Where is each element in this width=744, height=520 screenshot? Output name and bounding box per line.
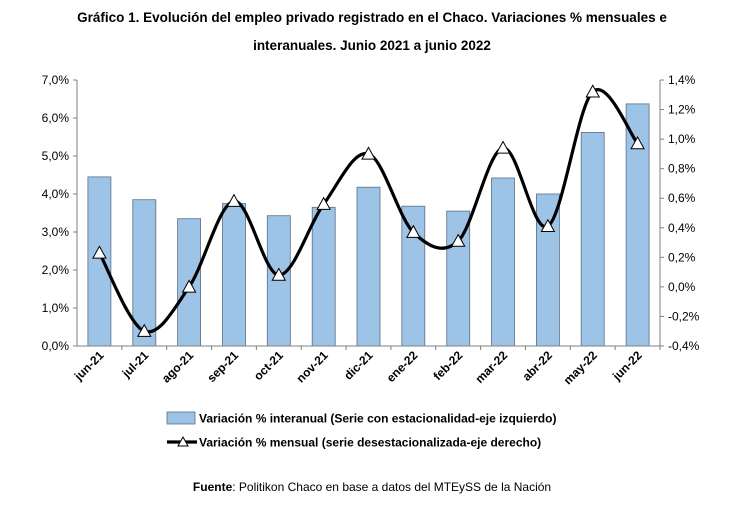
legend-bar-swatch bbox=[166, 411, 196, 425]
left-tick-label: 3,0% bbox=[42, 225, 70, 239]
x-tick-label: ago-21 bbox=[159, 348, 196, 385]
x-tick-label: nov-21 bbox=[294, 348, 331, 385]
x-tick-label: oct-21 bbox=[251, 348, 286, 383]
line-marker-sep-21 bbox=[226, 193, 242, 207]
x-tick-label: jun-22 bbox=[609, 348, 645, 384]
x-tick-label: mar-22 bbox=[472, 348, 510, 386]
x-tick-label: jun-21 bbox=[71, 348, 107, 384]
right-tick-label: -0,2% bbox=[668, 309, 700, 323]
x-tick-label: ene-22 bbox=[384, 348, 421, 385]
line-marker-ene-22 bbox=[405, 224, 421, 238]
line-marker-mar-22 bbox=[495, 140, 511, 154]
right-tick-label: 0,8% bbox=[668, 162, 696, 176]
line-marker-oct-21 bbox=[271, 267, 287, 281]
right-tick-label: 0,6% bbox=[668, 191, 696, 205]
x-tick-label: sep-21 bbox=[204, 348, 241, 385]
bar-nov-21 bbox=[311, 206, 336, 347]
left-tick-label: 5,0% bbox=[42, 149, 70, 163]
source-text: : Politikon Chaco en base a datos del MT… bbox=[232, 480, 552, 494]
line-marker-feb-22 bbox=[450, 233, 466, 247]
right-tick-label: -0,4% bbox=[668, 339, 700, 353]
line-series bbox=[92, 84, 645, 337]
x-tick-label: may-22 bbox=[561, 348, 600, 387]
source-note: Fuente: Politikon Chaco en base a datos … bbox=[0, 480, 744, 494]
line-marker-jun-22 bbox=[630, 136, 645, 150]
line-marker-abr-22 bbox=[540, 218, 556, 232]
bar-may-22 bbox=[580, 131, 605, 347]
source-label: Fuente bbox=[192, 480, 233, 494]
bar-dic-21 bbox=[356, 186, 381, 347]
left-tick-label: 1,0% bbox=[42, 301, 70, 315]
left-tick-label: 7,0% bbox=[42, 73, 70, 87]
chart-title-line-1: Gráfico 1. Evolución del empleo privado … bbox=[77, 10, 667, 25]
right-tick-label: 1,4% bbox=[668, 73, 696, 87]
right-tick-label: 1,2% bbox=[668, 103, 696, 117]
legend-line-label: Variación % mensual (serie desestacional… bbox=[199, 436, 541, 450]
bar-abr-22 bbox=[536, 193, 560, 347]
right-tick-label: 0,0% bbox=[668, 280, 696, 294]
right-tick-label: 0,2% bbox=[668, 250, 696, 264]
line-marker-jul-21 bbox=[136, 323, 152, 337]
x-tick-label: dic-21 bbox=[341, 348, 376, 383]
line-marker-jun-21 bbox=[92, 245, 107, 259]
legend: Variación % interanual (Serie con estaci… bbox=[166, 411, 556, 450]
bar-series bbox=[87, 103, 650, 347]
right-tick-label: 0,4% bbox=[668, 221, 696, 235]
x-tick-label: feb-22 bbox=[430, 348, 465, 383]
left-tick-label: 2,0% bbox=[42, 263, 70, 277]
left-tick-label: 6,0% bbox=[42, 111, 70, 125]
line-marker-may-22 bbox=[585, 84, 601, 98]
line-marker-dic-21 bbox=[361, 146, 376, 160]
line-marker-ago-21 bbox=[181, 279, 197, 293]
line-marker-nov-21 bbox=[316, 196, 332, 210]
chart-title-line-2: interanuales. Junio 2021 a junio 2022 bbox=[253, 38, 491, 53]
bar-sep-21 bbox=[222, 203, 246, 347]
legend-line-marker bbox=[177, 435, 189, 447]
left-tick-label: 4,0% bbox=[42, 187, 70, 201]
bar-jun-21 bbox=[87, 176, 112, 347]
x-tick-label: jul-21 bbox=[119, 348, 152, 381]
left-tick-label: 0,0% bbox=[42, 339, 70, 353]
right-tick-label: 1,0% bbox=[668, 132, 696, 146]
legend-bar-label: Variación % interanual (Serie con estaci… bbox=[199, 412, 556, 426]
bar-oct-21 bbox=[266, 215, 291, 347]
x-tick-label: abr-22 bbox=[520, 348, 556, 384]
bar-mar-22 bbox=[491, 177, 515, 347]
